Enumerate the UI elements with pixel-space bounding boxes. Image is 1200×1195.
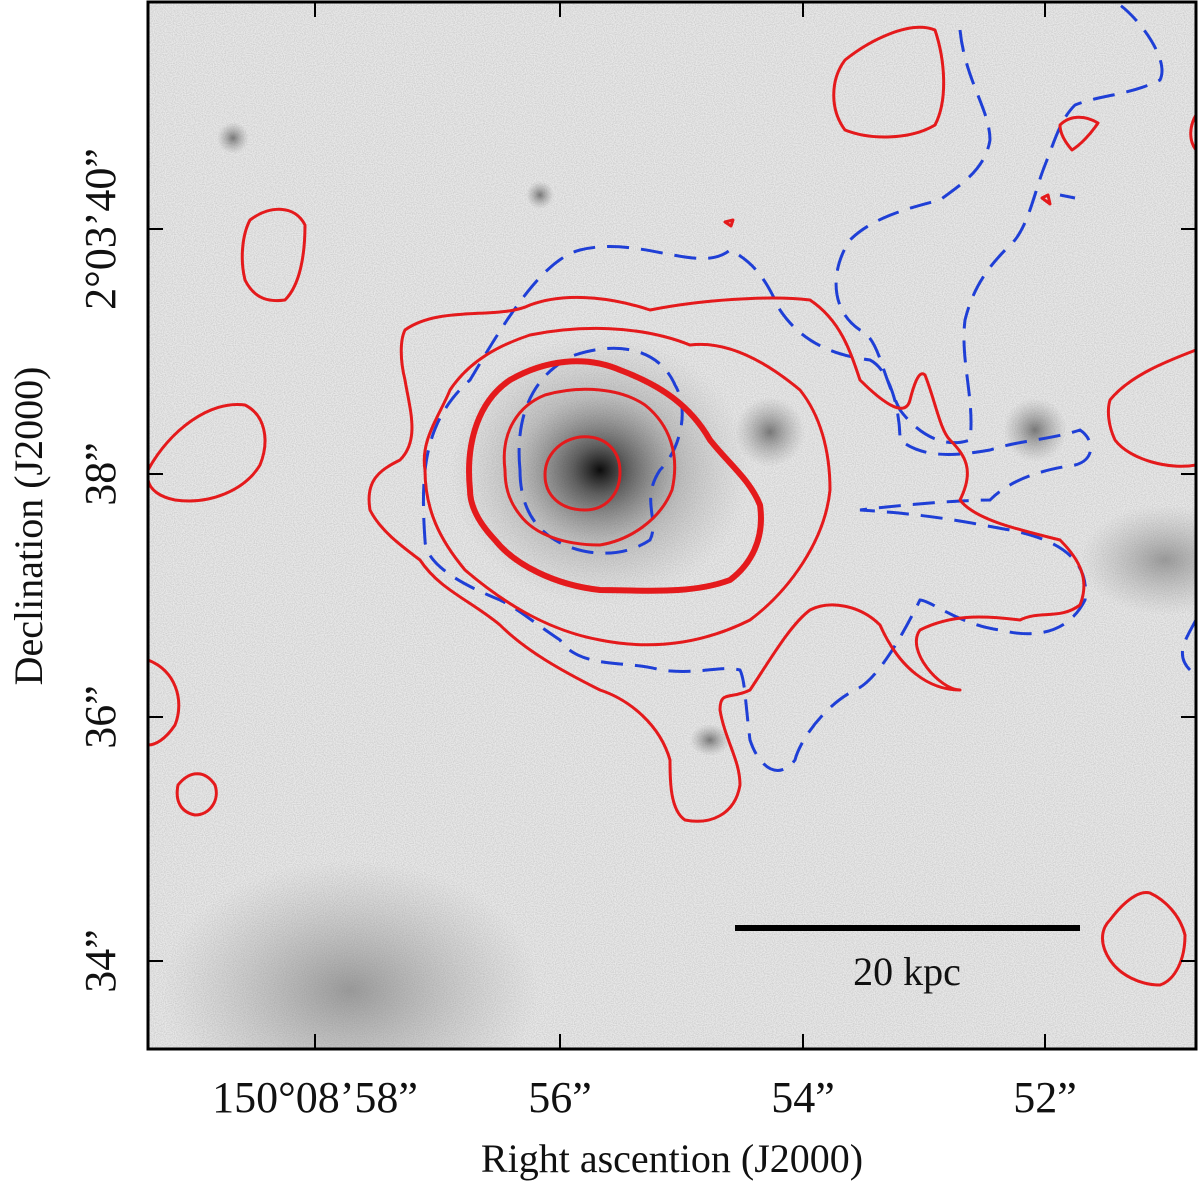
red-contour-level-2 xyxy=(422,326,832,647)
red-contour-level-4 xyxy=(502,387,677,547)
plot-frame xyxy=(146,0,1198,1051)
dashed-contour-east xyxy=(1180,619,1196,672)
x-axis-title: Right ascention (J2000) xyxy=(481,1136,863,1181)
dashed-contour-outer xyxy=(421,245,1093,772)
red-dot-1 xyxy=(723,218,735,228)
y-tick-label-2: 38” xyxy=(76,442,125,506)
x-tick-labels: 150°08’58” 56” 54” 52” xyxy=(212,1073,1077,1122)
scale-bar: 20 kpc xyxy=(735,925,1080,994)
y-axis-title: Declination (J2000) xyxy=(6,367,51,686)
x-tick-label-2: 56” xyxy=(528,1073,592,1122)
y-tick-label-4: 34” xyxy=(76,929,125,993)
dashed-contours xyxy=(421,3,1196,772)
red-contour-level-5 xyxy=(543,435,622,512)
red-dot-2 xyxy=(1040,193,1052,206)
dashed-contour-small xyxy=(1059,193,1076,200)
red-contour-level-3-thick xyxy=(466,358,764,594)
y-tick-label-1: 2°03’40” xyxy=(76,148,125,310)
red-blob-northeast xyxy=(832,25,946,139)
red-blob-southeast xyxy=(1101,890,1187,987)
y-tick-label-3: 36” xyxy=(76,685,125,749)
x-tick-label-4: 52” xyxy=(1013,1073,1077,1122)
y-tick-labels: 2°03’40” 38” 36” 34” xyxy=(76,148,125,993)
x-ticks xyxy=(314,2,1046,1049)
red-blob-east xyxy=(1106,348,1196,468)
red-blob-small-northeast xyxy=(1058,115,1100,152)
red-blob-small-west xyxy=(175,772,218,817)
solid-contours xyxy=(148,25,1196,987)
scale-bar-label: 20 kpc xyxy=(853,949,961,994)
red-blob-west-lower xyxy=(148,658,181,747)
y-ticks xyxy=(148,228,1196,962)
red-contour-level-1 xyxy=(367,295,1086,823)
red-blob-west xyxy=(148,402,267,503)
red-blob-northwest xyxy=(240,207,307,303)
dashed-contour-inner xyxy=(517,346,684,555)
dashed-contour-north xyxy=(834,3,1164,445)
x-tick-label-1: 150°08’58” xyxy=(212,1073,418,1122)
x-tick-label-3: 54” xyxy=(771,1073,835,1122)
